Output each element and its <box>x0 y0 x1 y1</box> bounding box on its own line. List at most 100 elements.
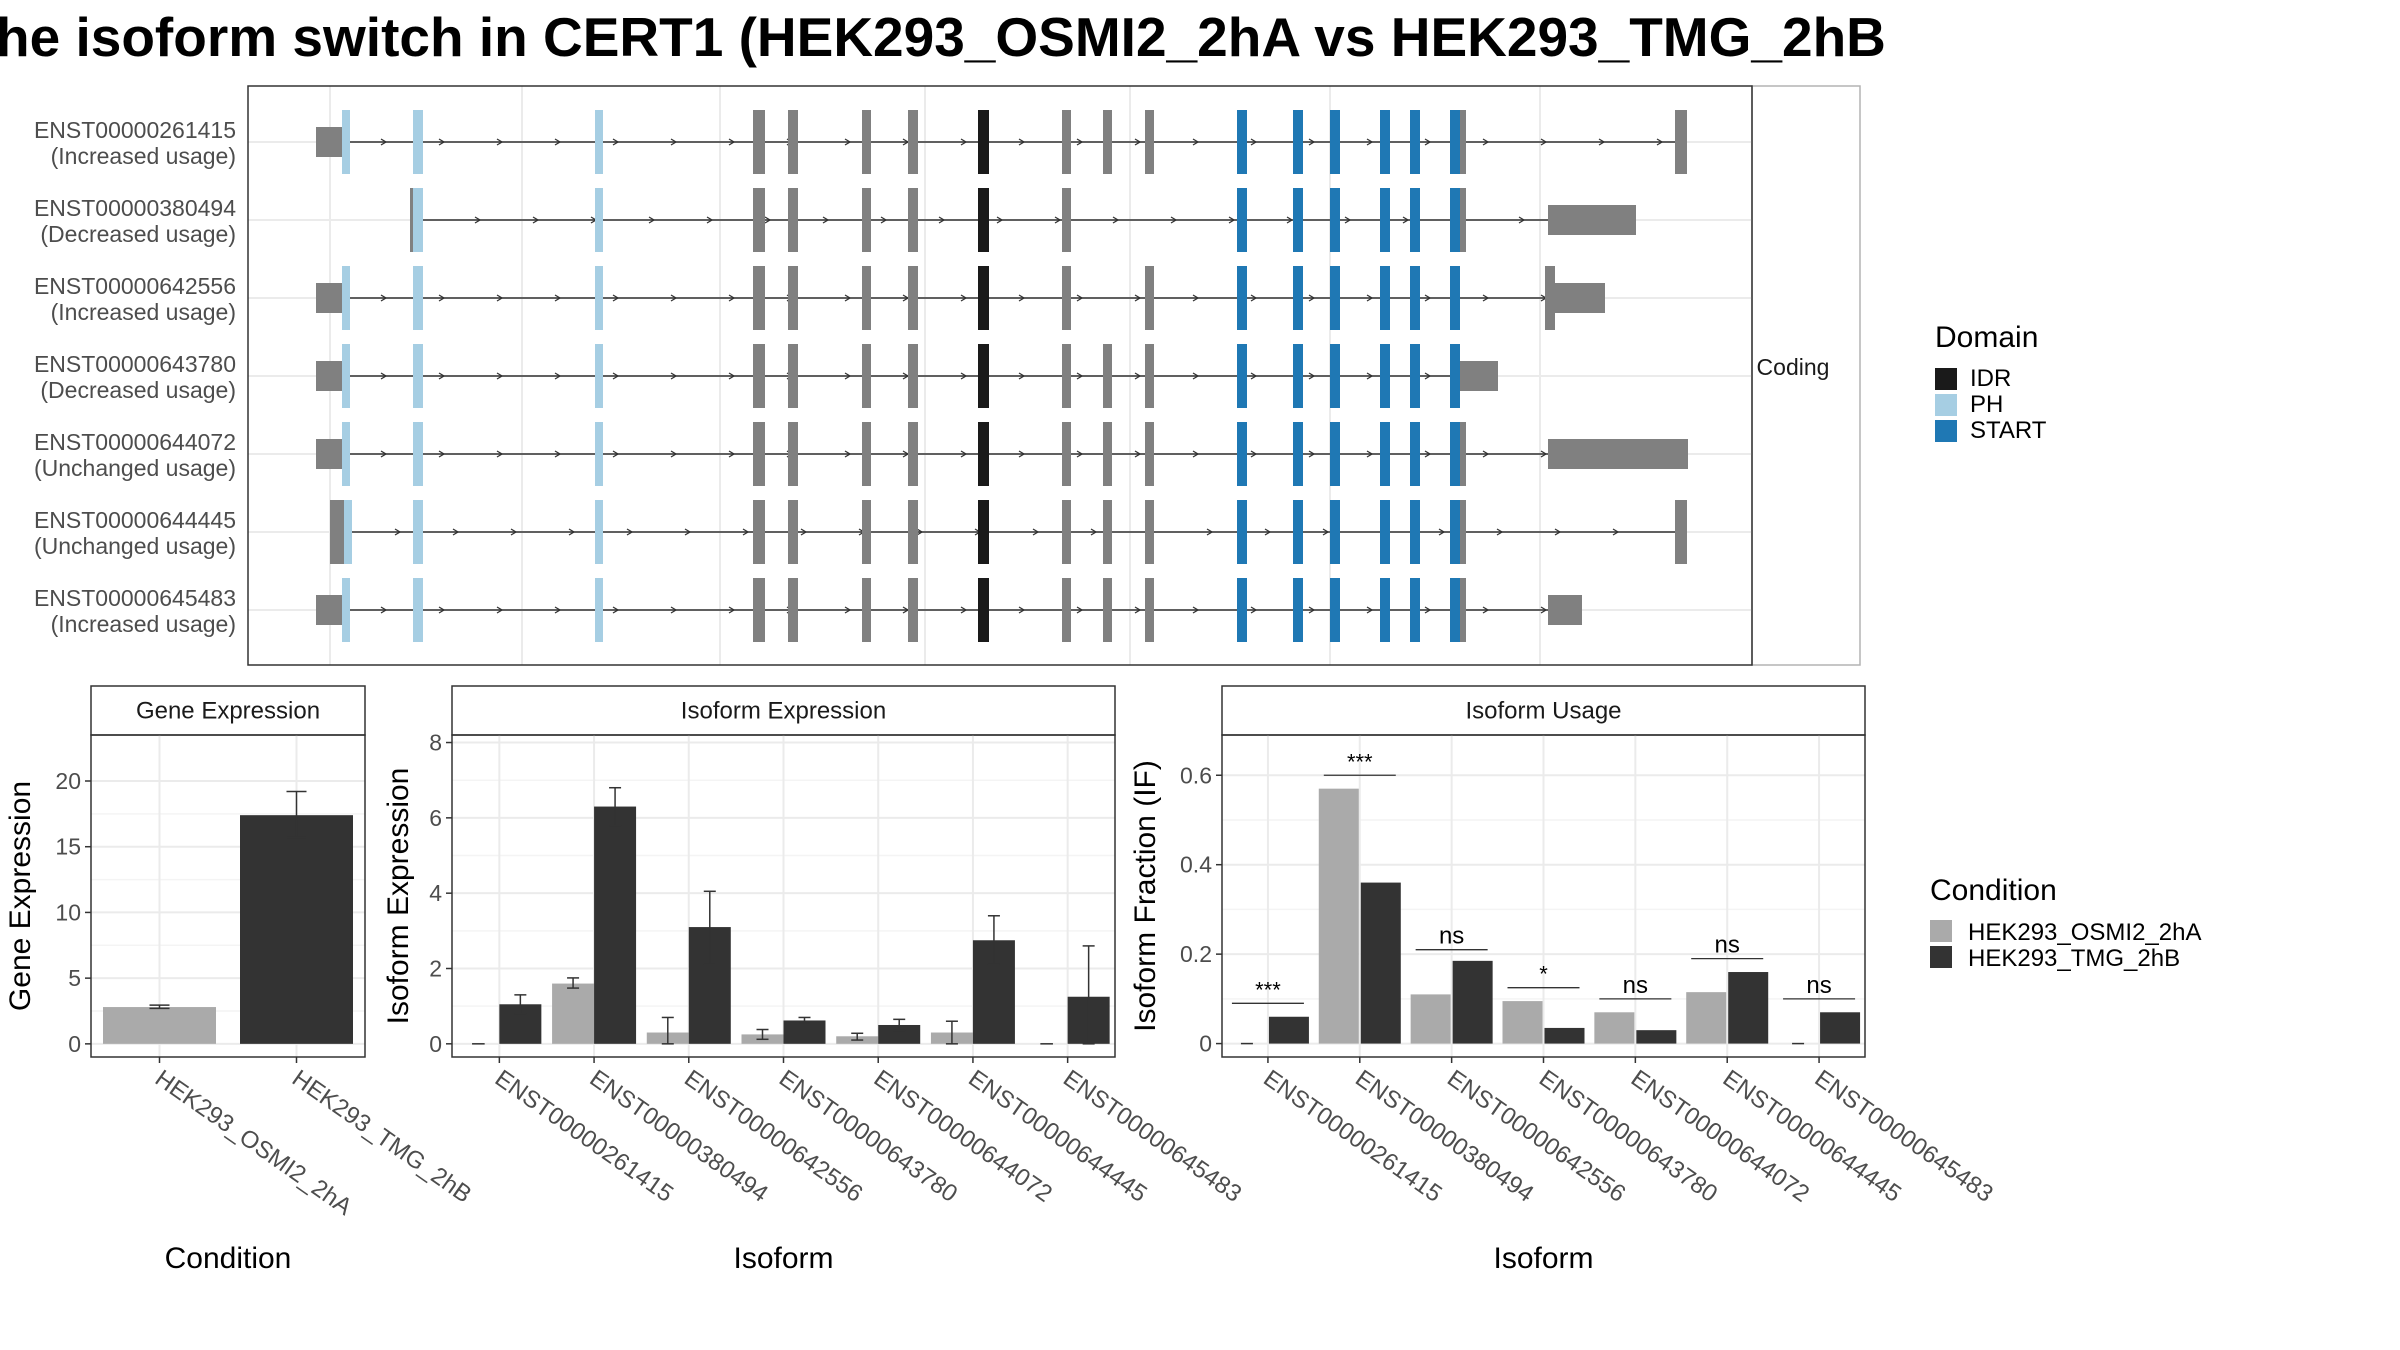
exon-e <box>908 266 918 330</box>
intron-arrow <box>648 216 656 224</box>
domain-legend-key <box>1935 394 1957 416</box>
domain-legend-key <box>1935 368 1957 390</box>
intron-arrow <box>438 138 446 146</box>
bar <box>1502 1001 1543 1044</box>
y-tick-label: 0.4 <box>1180 852 1212 878</box>
transcript-structure-panel: ENST00000261415 (Increased usage)ENST0000… <box>34 85 1861 666</box>
exon-e <box>1145 266 1154 330</box>
intron-arrow <box>960 372 968 380</box>
intron-arrow <box>438 606 446 614</box>
exon-start <box>1380 110 1390 174</box>
exon-e <box>1145 578 1154 642</box>
exon-e <box>1460 361 1498 391</box>
intron-arrow <box>670 294 678 302</box>
intron-arrow <box>1424 606 1432 614</box>
y-tick-label: 5 <box>68 965 81 991</box>
intron-arrow <box>844 372 852 380</box>
exon-e <box>753 266 765 330</box>
exon-e <box>908 422 918 486</box>
exon-e <box>753 500 765 564</box>
intron-arrow <box>728 372 736 380</box>
intron-arrow <box>1192 450 1200 458</box>
y-tick-label: 8 <box>429 730 442 756</box>
intron-arrow <box>496 372 504 380</box>
intron-arrow <box>1250 450 1258 458</box>
bar <box>1820 1012 1861 1044</box>
intron-arrow <box>1540 606 1548 614</box>
exon-e <box>862 188 871 252</box>
intron-arrow <box>844 138 852 146</box>
exon-e <box>908 344 918 408</box>
exon-start <box>1293 188 1303 252</box>
exon-ph <box>413 422 423 486</box>
bar <box>1686 992 1727 1044</box>
intron-arrow <box>1424 138 1432 146</box>
exon-start <box>1237 578 1247 642</box>
intron-arrow <box>728 450 736 458</box>
exon-e <box>753 578 765 642</box>
intron-arrow <box>1308 138 1316 146</box>
y-tick-label: 0.2 <box>1180 941 1212 967</box>
transcript-label: ENST00000643780 (Decreased usage) <box>34 351 236 403</box>
panel-border <box>90 734 366 1058</box>
intron-arrow <box>938 216 946 224</box>
intron-arrow <box>1612 528 1620 536</box>
exon-start <box>1330 188 1340 252</box>
significance-label: ns <box>1623 972 1648 999</box>
intron-arrow <box>1322 528 1330 536</box>
exon-e <box>1145 344 1154 408</box>
exon-ph <box>595 266 603 330</box>
exon-e <box>788 266 798 330</box>
intron-arrow <box>1540 138 1548 146</box>
intron-arrow <box>1482 138 1490 146</box>
intron-arrow <box>960 606 968 614</box>
exon-e <box>862 578 871 642</box>
panel-border <box>1221 734 1866 1058</box>
intron-arrow <box>1018 372 1026 380</box>
intron-arrow <box>1598 138 1606 146</box>
bar <box>552 983 595 1044</box>
condition-legend-label: HEK293_OSMI2_2hA <box>1968 919 2201 946</box>
intron-arrow <box>1206 528 1214 536</box>
intron-arrow <box>612 450 620 458</box>
exon-e <box>1145 110 1154 174</box>
x-tick-label: ENST00000645483 <box>1058 1065 1246 1208</box>
intron-arrow <box>554 606 562 614</box>
condition-legend-key <box>1930 920 1952 942</box>
exon-e <box>788 578 798 642</box>
transcript-usage: (Decreased usage) <box>40 221 236 247</box>
intron-arrow <box>1554 528 1562 536</box>
exon-e <box>788 344 798 408</box>
significance-label: * <box>1539 962 1548 987</box>
exon-e <box>1062 110 1071 174</box>
exon-idr <box>978 422 989 486</box>
exon-start <box>1237 344 1247 408</box>
exon-e <box>1460 110 1466 174</box>
intron-arrow <box>1192 138 1200 146</box>
exon-start <box>1410 422 1420 486</box>
intron-arrow <box>1438 528 1446 536</box>
panel-border <box>451 734 1116 1058</box>
intron-arrow <box>764 216 772 224</box>
intron-arrow <box>1366 606 1374 614</box>
y-tick-label: 0 <box>68 1031 81 1057</box>
panel-strip <box>1221 685 1866 736</box>
exon-ph <box>342 344 350 408</box>
exon-idr <box>978 110 989 174</box>
intron-arrow <box>822 216 830 224</box>
intron-arrow <box>728 606 736 614</box>
intron-arrow <box>438 450 446 458</box>
intron-arrow <box>496 450 504 458</box>
intron-arrow <box>960 450 968 458</box>
y-tick-label: 0.6 <box>1180 762 1212 788</box>
significance-label: ns <box>1715 932 1740 959</box>
exon-start <box>1380 344 1390 408</box>
intron-arrow <box>1518 216 1526 224</box>
exon-e <box>316 127 344 157</box>
exon-start <box>1237 110 1247 174</box>
domain-legend-key <box>1935 420 1957 442</box>
exon-e <box>1103 422 1112 486</box>
bar <box>1268 1016 1309 1044</box>
intron-arrow <box>1308 450 1316 458</box>
